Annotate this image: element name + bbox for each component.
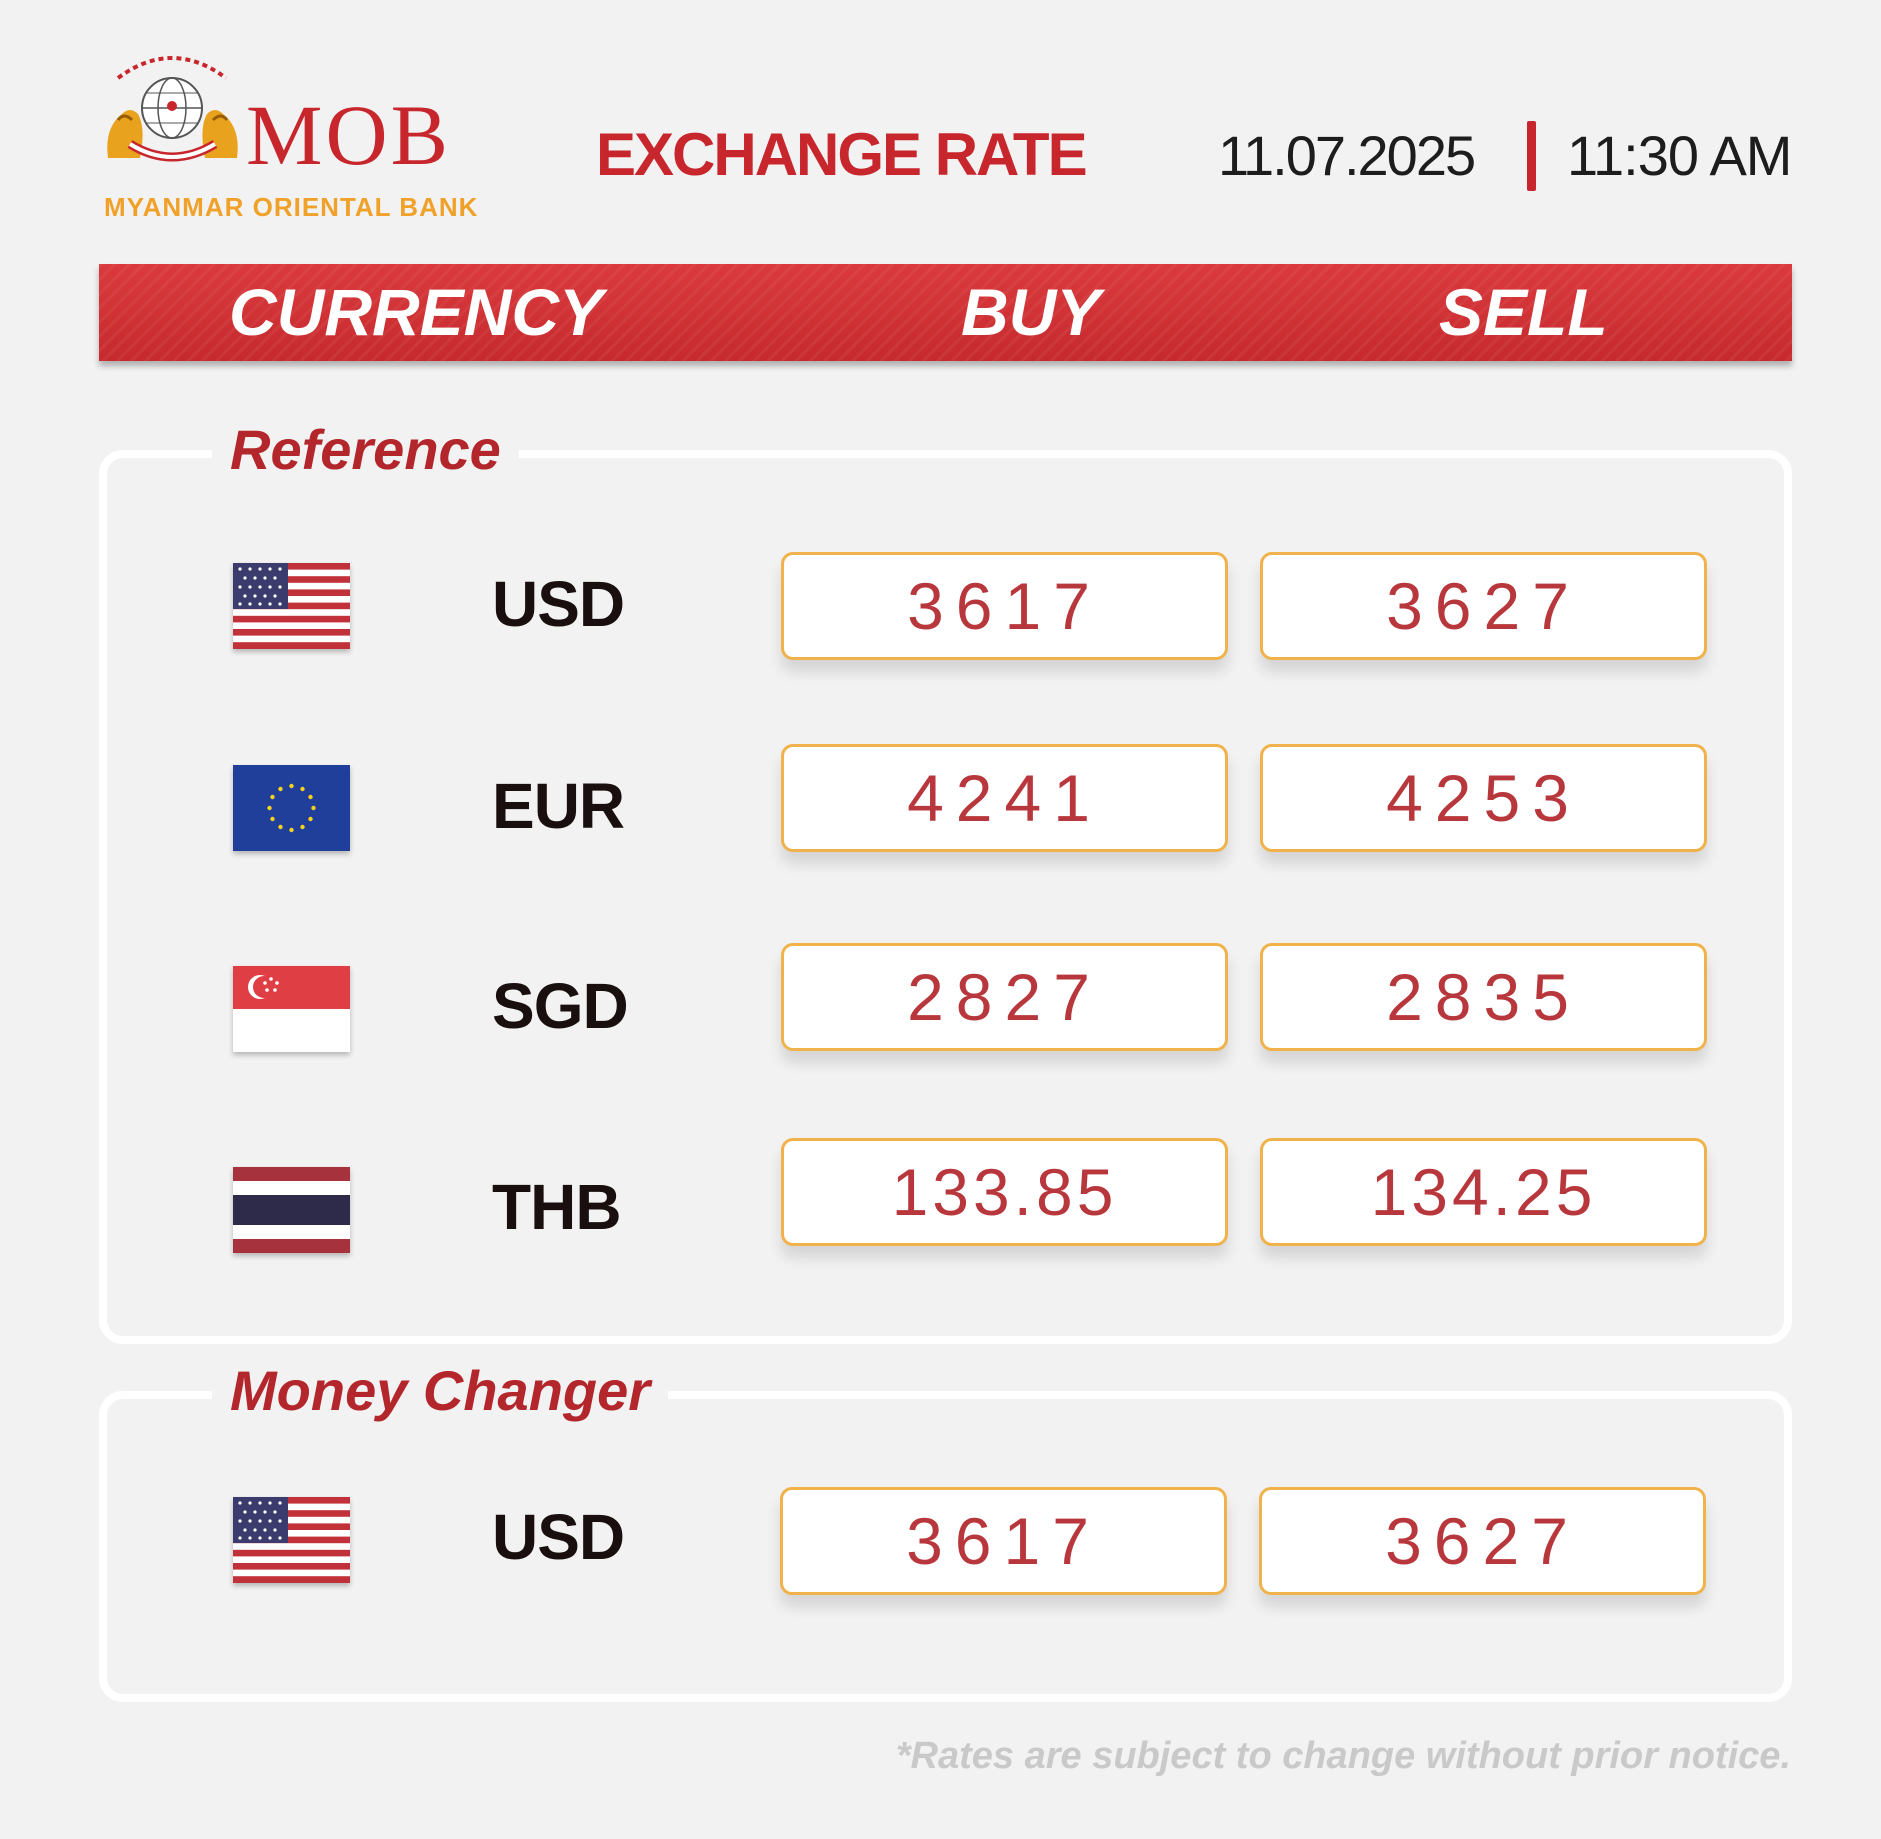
disclaimer-footnote: *Rates are subject to change without pri… (895, 1735, 1791, 1777)
buy-rate-box: 3617 (780, 1487, 1227, 1595)
sell-rate-box: 4253 (1260, 744, 1707, 852)
buy-column-header: BUY (961, 275, 1101, 349)
buy-rate-value: 3617 (907, 569, 1102, 643)
money-changer-panel (99, 1391, 1792, 1702)
sell-rate-box: 2835 (1260, 943, 1707, 1051)
currency-code: USD (492, 1501, 625, 1573)
rate-time: 11:30 AM (1567, 124, 1792, 187)
bank-logo: MOB MYANMAR ORIENTAL BANK (100, 48, 480, 223)
reference-section-title: Reference (212, 414, 519, 486)
th-flag-icon (233, 1167, 350, 1253)
sg-flag-icon (233, 966, 350, 1052)
reference-panel (99, 450, 1792, 1344)
buy-rate-box: 2827 (781, 943, 1228, 1051)
rate-date: 11.07.2025 (1218, 124, 1476, 187)
eu-flag-icon (233, 765, 350, 851)
table-header-banner: CURRENCY BUY SELL (99, 264, 1792, 361)
sell-rate-box: 3627 (1259, 1487, 1706, 1595)
currency-code: SGD (492, 970, 629, 1042)
sell-rate-value: 3627 (1386, 569, 1581, 643)
bank-name: MYANMAR ORIENTAL BANK (104, 192, 479, 222)
currency-code: EUR (492, 770, 625, 842)
sell-rate-value: 2835 (1386, 960, 1581, 1034)
sell-rate-value: 4253 (1386, 761, 1581, 835)
sell-rate-box: 134.25 (1260, 1138, 1707, 1246)
header-divider (1527, 121, 1536, 191)
currency-column-header: CURRENCY (229, 275, 604, 349)
sell-rate-box: 3627 (1260, 552, 1707, 660)
us-flag-icon (233, 563, 350, 649)
buy-rate-value: 133.85 (891, 1155, 1118, 1229)
buy-rate-value: 2827 (907, 960, 1102, 1034)
buy-rate-value: 4241 (907, 761, 1102, 835)
buy-rate-box: 133.85 (781, 1138, 1228, 1246)
buy-rate-value: 3617 (906, 1504, 1101, 1578)
sell-rate-value: 3627 (1385, 1504, 1580, 1578)
sell-column-header: SELL (1439, 275, 1608, 349)
page-title: EXCHANGE RATE (596, 121, 1088, 188)
currency-code: THB (492, 1171, 622, 1243)
bank-abbreviation: MOB (246, 87, 451, 183)
sell-rate-value: 134.25 (1370, 1155, 1597, 1229)
buy-rate-box: 3617 (781, 552, 1228, 660)
currency-code: USD (492, 568, 625, 640)
bank-emblem-icon (107, 56, 238, 162)
us-flag-icon (233, 1497, 350, 1583)
buy-rate-box: 4241 (781, 744, 1228, 852)
money-changer-section-title: Money Changer (212, 1355, 669, 1427)
